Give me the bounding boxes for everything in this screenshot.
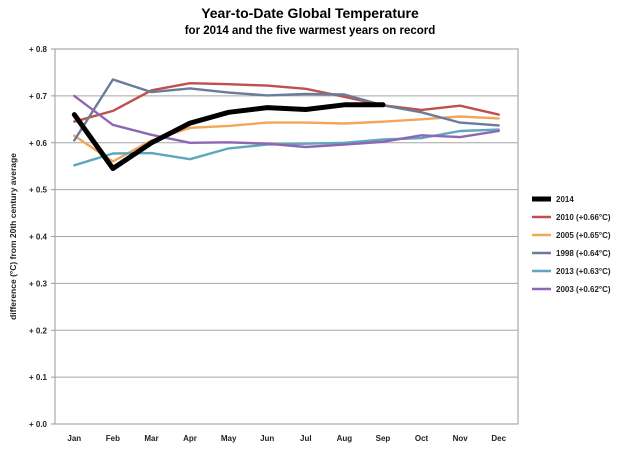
y-tick-label: + 0.0	[29, 420, 48, 429]
y-tick-label: + 0.5	[29, 186, 48, 195]
legend-label: 2005 (+0.65°C)	[556, 231, 611, 240]
x-tick-label: Jul	[300, 434, 312, 443]
y-tick-label: + 0.4	[29, 233, 48, 242]
series-line-2003	[73, 94, 500, 149]
x-tick-label: Aug	[337, 434, 353, 443]
x-tick-label: Jun	[260, 434, 274, 443]
x-tick-label: May	[221, 434, 237, 443]
y-tick-label: + 0.6	[29, 139, 48, 148]
x-tick-label: Feb	[106, 434, 120, 443]
y-tick-label: + 0.7	[29, 92, 48, 101]
axes: + 0.0 + 0.1 + 0.2 + 0.3 + 0.4 + 0.5 + 0.6 + 0.7…	[29, 45, 507, 443]
legend-label: 2013 (+0.63°C)	[556, 267, 611, 276]
y-axis-title: difference (°C) from 20th century averag…	[8, 153, 18, 320]
x-tick-label: Dec	[491, 434, 506, 443]
y-tick-label: + 0.8	[29, 45, 48, 54]
chart-subtitle: for 2014 and the five warmest years on r…	[184, 25, 436, 37]
chart-title: Year-to-Date Global Temperature	[201, 5, 419, 21]
x-tick-label: Apr	[183, 434, 197, 443]
x-tick-label: Mar	[144, 434, 158, 443]
y-tick-label: + 0.3	[29, 279, 48, 288]
legend-label: 2010 (+0.66°C)	[556, 213, 611, 222]
series-line-2005	[73, 115, 500, 163]
legend: 2014 2010 (+0.66°C) 2005 (+0.65°C) 1998 (+0…	[532, 195, 611, 294]
series-line-1998	[73, 78, 500, 142]
gridlines	[55, 95, 518, 378]
y-axis-title-group: difference (°C) from 20th century averag…	[8, 153, 18, 320]
x-tick-label: Oct	[415, 434, 429, 443]
x-tick-label: Sep	[376, 434, 391, 443]
legend-label: 1998 (+0.64°C)	[556, 249, 611, 258]
legend-label: 2003 (+0.62°C)	[556, 285, 611, 294]
y-tick-label: + 0.1	[29, 373, 48, 382]
x-tick-label: Jan	[67, 434, 81, 443]
series-line-2014	[71, 102, 386, 171]
legend-label: 2014	[556, 195, 574, 204]
x-tick-label: Nov	[453, 434, 469, 443]
y-tick-label: + 0.2	[29, 326, 48, 335]
series-lines	[71, 78, 500, 171]
series-line-2010	[73, 81, 500, 123]
